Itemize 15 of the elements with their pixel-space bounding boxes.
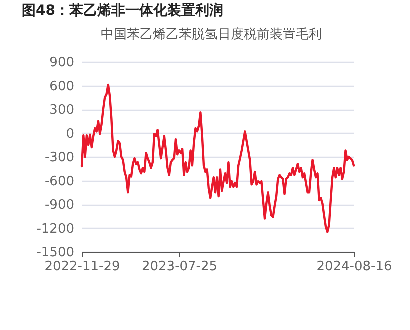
y-tick-label: -1500 (36, 246, 74, 260)
y-tick-label: 300 (50, 103, 74, 118)
y-tick-label: 600 (50, 79, 74, 94)
y-tick-label: 0 (66, 126, 74, 142)
line-series (80, 84, 356, 234)
y-tick-label: 900 (50, 56, 74, 70)
x-tick-label: 2024-08-16 (316, 260, 392, 274)
y-tick-label: -300 (44, 150, 74, 166)
y-tick-label: -1200 (36, 222, 74, 237)
x-tick-label: 2022-11-29 (44, 260, 120, 274)
y-tick-label: -900 (44, 198, 74, 213)
y-tick-label: -600 (44, 174, 74, 190)
chart-title: 图48：苯乙烯非一体化装置利润 (22, 2, 224, 19)
x-tick-label: 2023-07-25 (142, 260, 218, 274)
text: 中国苯乙烯乙苯脱氢日度税前装置毛利 (101, 26, 322, 42)
